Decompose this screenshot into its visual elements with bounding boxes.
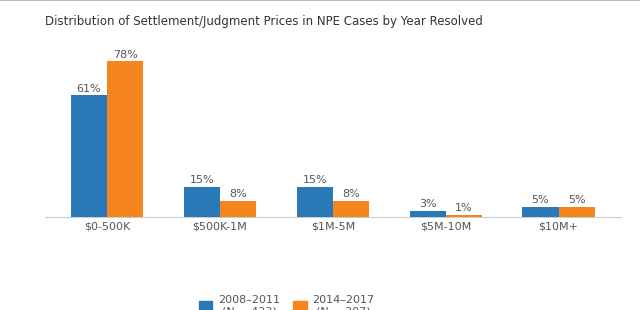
Text: 15%: 15% xyxy=(303,175,327,185)
Bar xyxy=(410,211,445,217)
Bar xyxy=(522,207,559,217)
Text: 3%: 3% xyxy=(419,199,436,210)
Bar xyxy=(559,207,595,217)
Text: 1%: 1% xyxy=(455,203,472,213)
Text: 78%: 78% xyxy=(113,50,138,60)
Text: 5%: 5% xyxy=(532,195,549,206)
Bar xyxy=(220,201,256,217)
Text: 61%: 61% xyxy=(77,83,101,94)
Bar xyxy=(297,187,333,217)
Bar xyxy=(107,61,143,217)
Text: Distribution of Settlement/Judgment Prices in NPE Cases by Year Resolved: Distribution of Settlement/Judgment Pric… xyxy=(45,16,483,29)
Bar xyxy=(333,201,369,217)
Text: 15%: 15% xyxy=(189,175,214,185)
Bar xyxy=(71,95,107,217)
Text: 8%: 8% xyxy=(229,189,247,199)
Legend: 2008–2011
(N = 423), 2014–2017
(N = 307): 2008–2011 (N = 423), 2014–2017 (N = 307) xyxy=(195,291,379,310)
Text: 8%: 8% xyxy=(342,189,360,199)
Bar xyxy=(184,187,220,217)
Text: 5%: 5% xyxy=(568,195,586,206)
Bar xyxy=(445,215,482,217)
